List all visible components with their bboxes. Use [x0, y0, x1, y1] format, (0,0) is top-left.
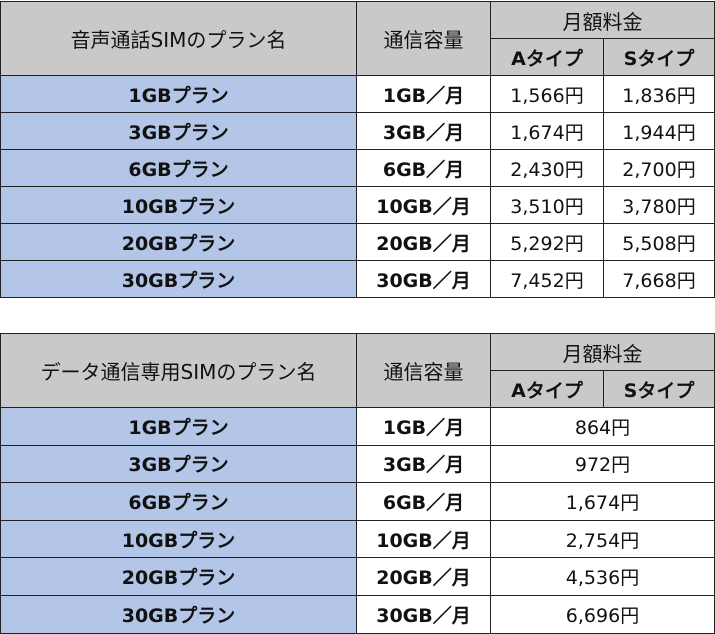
table-row: 30GBプラン 30GB／月 6,696円: [0, 594, 715, 634]
type-s-price-cell: 7,668円: [603, 260, 715, 298]
price-cell: 972円: [490, 444, 715, 484]
capacity-cell: 3GB／月: [356, 112, 491, 150]
plan-name-cell: 20GBプラン: [0, 557, 357, 596]
price-cell: 2,754円: [490, 519, 715, 559]
type-a-price-cell: 1,566円: [490, 75, 604, 113]
header-monthly-fee: 月額料金: [490, 333, 715, 371]
table-row: 6GBプラン 6GB／月 2,430円 2,700円: [0, 149, 715, 187]
type-s-price-cell: 1,944円: [603, 112, 715, 150]
capacity-cell: 1GB／月: [356, 75, 491, 113]
plan-name-cell: 6GBプラン: [0, 482, 357, 521]
header-capacity: 通信容量: [356, 1, 491, 76]
plan-name-cell: 20GBプラン: [0, 223, 357, 261]
header-type-a: Aタイプ: [490, 38, 604, 76]
type-s-price-cell: 2,700円: [603, 149, 715, 187]
header-plan-name: 音声通話SIMのプラン名: [0, 1, 357, 76]
data-sim-price-table: データ通信専用SIMのプラン名 通信容量 月額料金 Aタイプ Sタイプ 1GBプ…: [0, 333, 715, 634]
table-row: 3GBプラン 3GB／月 1,674円 1,944円: [0, 112, 715, 150]
capacity-cell: 30GB／月: [356, 260, 491, 298]
capacity-cell: 10GB／月: [356, 186, 491, 224]
header-type-s: Sタイプ: [603, 370, 715, 408]
type-s-price-cell: 5,508円: [603, 223, 715, 261]
voice-sim-price-table: 音声通話SIMのプラン名 通信容量 月額料金 Aタイプ Sタイプ 1GBプラン 1…: [0, 1, 715, 298]
type-s-price-cell: 1,836円: [603, 75, 715, 113]
capacity-cell: 30GB／月: [356, 594, 491, 634]
plan-name-cell: 3GBプラン: [0, 444, 357, 484]
header-plan-name: データ通信専用SIMのプラン名: [0, 333, 357, 408]
type-s-price-cell: 3,780円: [603, 186, 715, 224]
table-row: 1GBプラン 1GB／月 1,566円 1,836円: [0, 75, 715, 113]
table-row: 10GBプラン 10GB／月 3,510円 3,780円: [0, 186, 715, 224]
type-a-price-cell: 5,292円: [490, 223, 604, 261]
plan-name-cell: 6GBプラン: [0, 149, 357, 187]
table-row: 30GBプラン 30GB／月 7,452円 7,668円: [0, 260, 715, 298]
capacity-cell: 20GB／月: [356, 557, 491, 596]
type-a-price-cell: 2,430円: [490, 149, 604, 187]
header-type-a: Aタイプ: [490, 370, 604, 408]
capacity-cell: 6GB／月: [356, 149, 491, 187]
table-row: 1GBプラン 1GB／月 864円: [0, 407, 715, 446]
header-monthly-fee: 月額料金: [490, 1, 715, 39]
table-row: 10GBプラン 10GB／月 2,754円: [0, 519, 715, 559]
capacity-cell: 20GB／月: [356, 223, 491, 261]
table-row: 20GBプラン 20GB／月 5,292円 5,508円: [0, 223, 715, 261]
plan-name-cell: 3GBプラン: [0, 112, 357, 150]
plan-name-cell: 30GBプラン: [0, 260, 357, 298]
header-capacity: 通信容量: [356, 333, 491, 408]
table-row: 6GBプラン 6GB／月 1,674円: [0, 482, 715, 521]
price-cell: 1,674円: [490, 482, 715, 521]
capacity-cell: 3GB／月: [356, 444, 491, 484]
price-cell: 6,696円: [490, 594, 715, 634]
capacity-cell: 1GB／月: [356, 407, 491, 446]
plan-name-cell: 10GBプラン: [0, 186, 357, 224]
capacity-cell: 10GB／月: [356, 519, 491, 559]
header-type-s: Sタイプ: [603, 38, 715, 76]
type-a-price-cell: 1,674円: [490, 112, 604, 150]
plan-name-cell: 1GBプラン: [0, 407, 357, 446]
price-cell: 4,536円: [490, 557, 715, 596]
plan-name-cell: 1GBプラン: [0, 75, 357, 113]
capacity-cell: 6GB／月: [356, 482, 491, 521]
plan-name-cell: 10GBプラン: [0, 519, 357, 559]
type-a-price-cell: 7,452円: [490, 260, 604, 298]
table-row: 20GBプラン 20GB／月 4,536円: [0, 557, 715, 596]
type-a-price-cell: 3,510円: [490, 186, 604, 224]
table-row: 3GBプラン 3GB／月 972円: [0, 444, 715, 484]
price-cell: 864円: [490, 407, 715, 446]
plan-name-cell: 30GBプラン: [0, 594, 357, 634]
